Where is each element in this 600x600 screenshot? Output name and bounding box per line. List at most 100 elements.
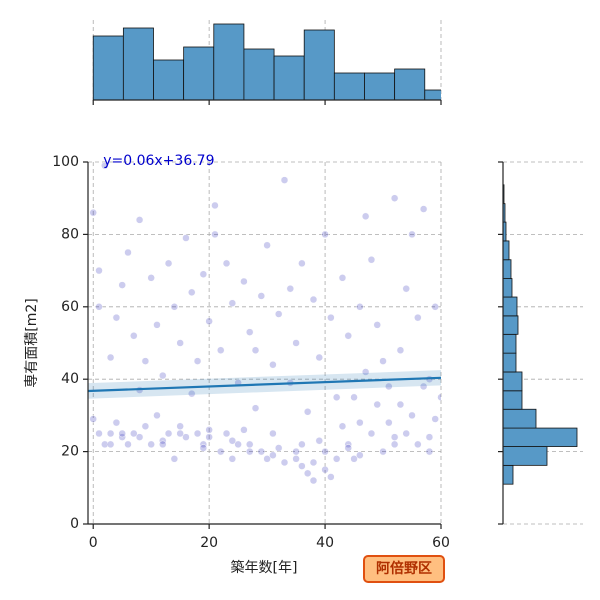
scatter-point [373,321,381,329]
scatter-point [89,208,97,217]
scatter-point [396,346,405,354]
scatter-point [315,436,324,445]
scatter-point [263,241,271,250]
scatter-point [390,194,399,202]
scatter-point [298,440,306,449]
histogram-bar [364,72,396,101]
scatter-point [402,429,410,438]
scatter-point [193,429,202,438]
scatter-point [188,288,196,297]
histogram-bar [502,296,518,317]
scatter-point [350,455,358,463]
histogram-bar [502,315,519,335]
scatter-point [269,451,277,459]
scatter-point [176,339,184,347]
scatter-point [344,444,353,452]
scatter-point [338,422,347,431]
scatter-point [95,266,103,275]
scatter-point [408,411,416,420]
scatter-point [106,440,115,449]
scatter-point [344,332,353,340]
scatter-point [89,415,97,423]
histogram-bar [394,68,426,101]
scatter-point [141,422,150,431]
scatter-point [106,353,115,362]
scatter-point [130,332,138,340]
scatter-point [153,411,161,420]
scatter-point [205,433,213,441]
scatter-point [164,429,173,438]
scatter-point [170,303,179,311]
scatter-point [135,216,144,224]
scatter-point [118,281,126,289]
scatter-point [199,270,208,278]
histogram-bar [502,240,510,261]
histogram-bar [502,333,517,354]
scatter-point [130,429,138,438]
scatter-point [147,274,155,282]
scatter-point [274,310,283,318]
scatter-point [124,440,132,449]
scatter-point [269,429,277,438]
scatter-point [385,382,393,391]
scatter-point [356,418,364,427]
scatter-point [414,440,422,449]
scatter-point [373,400,381,409]
scatter-point [112,418,121,427]
scatter-point [101,162,109,170]
scatter-point [303,408,312,416]
scatter-point [141,357,150,365]
histogram-bar [502,390,523,410]
scatter-point [361,368,370,376]
y-tick-label: 60 [61,299,79,315]
scatter-point [234,440,242,449]
scatter-point [367,255,376,264]
scatter-point [211,230,219,239]
scatter-point [315,353,324,362]
histogram-bar [183,46,215,101]
y-tick-label: 100 [52,154,79,170]
scatter-point [205,317,213,326]
scatter-point [332,393,341,402]
histogram-bar [502,371,523,392]
histogram-bar [502,278,513,298]
x-axis-label: 築年数[年] [231,560,298,576]
scatter-point [338,274,347,282]
scatter-point [414,313,422,322]
y-axis-label: 専有面積[m2] [24,298,40,387]
regression-line [88,376,441,393]
histogram-bar [243,48,275,101]
scatter-point [240,277,248,286]
scatter-point [309,458,318,467]
scatter-point [228,436,237,445]
scatter-point [222,259,231,268]
scatter-point [159,440,167,449]
scatter-point [390,440,399,449]
scatter-point [182,433,190,441]
tag: 阿倍野区 [376,560,432,577]
regression-equation: y=0.06x+36.79 [103,153,214,169]
scatter-point [176,429,184,438]
histogram-bar [502,408,537,429]
scatter-point [216,346,225,354]
x-tick-label: 20 [200,535,218,551]
scatter-point [303,469,312,478]
scatter-point [350,393,358,402]
scatter-point [257,447,266,456]
scatter-point [408,230,416,239]
histogram-bar [213,23,245,101]
scatter-point [188,389,196,398]
scatter-point [298,259,306,268]
x-tick-label: 0 [89,535,98,551]
scatter-point [182,234,190,242]
scatter-point [159,371,167,380]
histogram-bar [502,259,512,279]
scatter-point [228,455,237,463]
scatter-point [431,303,439,311]
scatter-point [164,259,173,268]
histogram-bar [122,27,154,101]
scatter-point [379,447,387,456]
scatter-point [274,444,283,452]
scatter-point [327,313,335,322]
